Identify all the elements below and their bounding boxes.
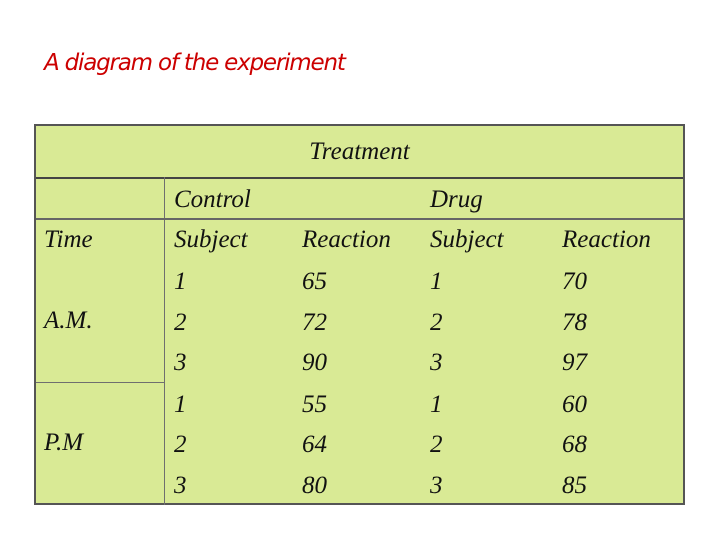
drug-reaction-cell: 70 [562,268,587,295]
drug-reaction-cell: 85 [562,472,587,499]
drug-subject-cell: 1 [430,391,443,418]
control-group-label: Control [174,186,251,213]
time-block-pm: P.M [44,429,84,456]
control-subject-cell: 3 [174,472,187,499]
drug-subject-cell: 2 [430,431,443,458]
control-subject-cell: 2 [174,431,187,458]
treatment-header: Treatment [36,126,683,179]
experiment-table: Treatment Control Drug Time Subject Reac… [34,124,685,505]
drug-reaction-column-header: Reaction [562,226,651,253]
subheader-divider [36,218,683,220]
drug-subject-column-header: Subject [430,226,504,253]
control-reaction-column-header: Reaction [302,226,391,253]
drug-reaction-cell: 60 [562,391,587,418]
drug-group-label: Drug [430,186,483,213]
slide-title: A diagram of the experiment [44,50,346,76]
control-subject-cell: 1 [174,391,187,418]
time-block-am: A.M. [44,307,93,334]
drug-subject-cell: 3 [430,472,443,499]
drug-reaction-cell: 97 [562,349,587,376]
control-reaction-cell: 64 [302,431,327,458]
drug-subject-cell: 2 [430,309,443,336]
time-column-header: Time [44,226,93,253]
control-subject-column-header: Subject [174,226,248,253]
treatment-header-label: Treatment [309,138,410,165]
control-reaction-cell: 80 [302,472,327,499]
time-column-divider [164,177,165,505]
drug-subject-cell: 3 [430,349,443,376]
control-reaction-cell: 65 [302,268,327,295]
control-reaction-cell: 90 [302,349,327,376]
control-reaction-cell: 55 [302,391,327,418]
control-subject-cell: 1 [174,268,187,295]
drug-reaction-cell: 78 [562,309,587,336]
control-subject-cell: 3 [174,349,187,376]
control-reaction-cell: 72 [302,309,327,336]
control-subject-cell: 2 [174,309,187,336]
drug-subject-cell: 1 [430,268,443,295]
time-block-divider [36,382,164,383]
drug-reaction-cell: 68 [562,431,587,458]
